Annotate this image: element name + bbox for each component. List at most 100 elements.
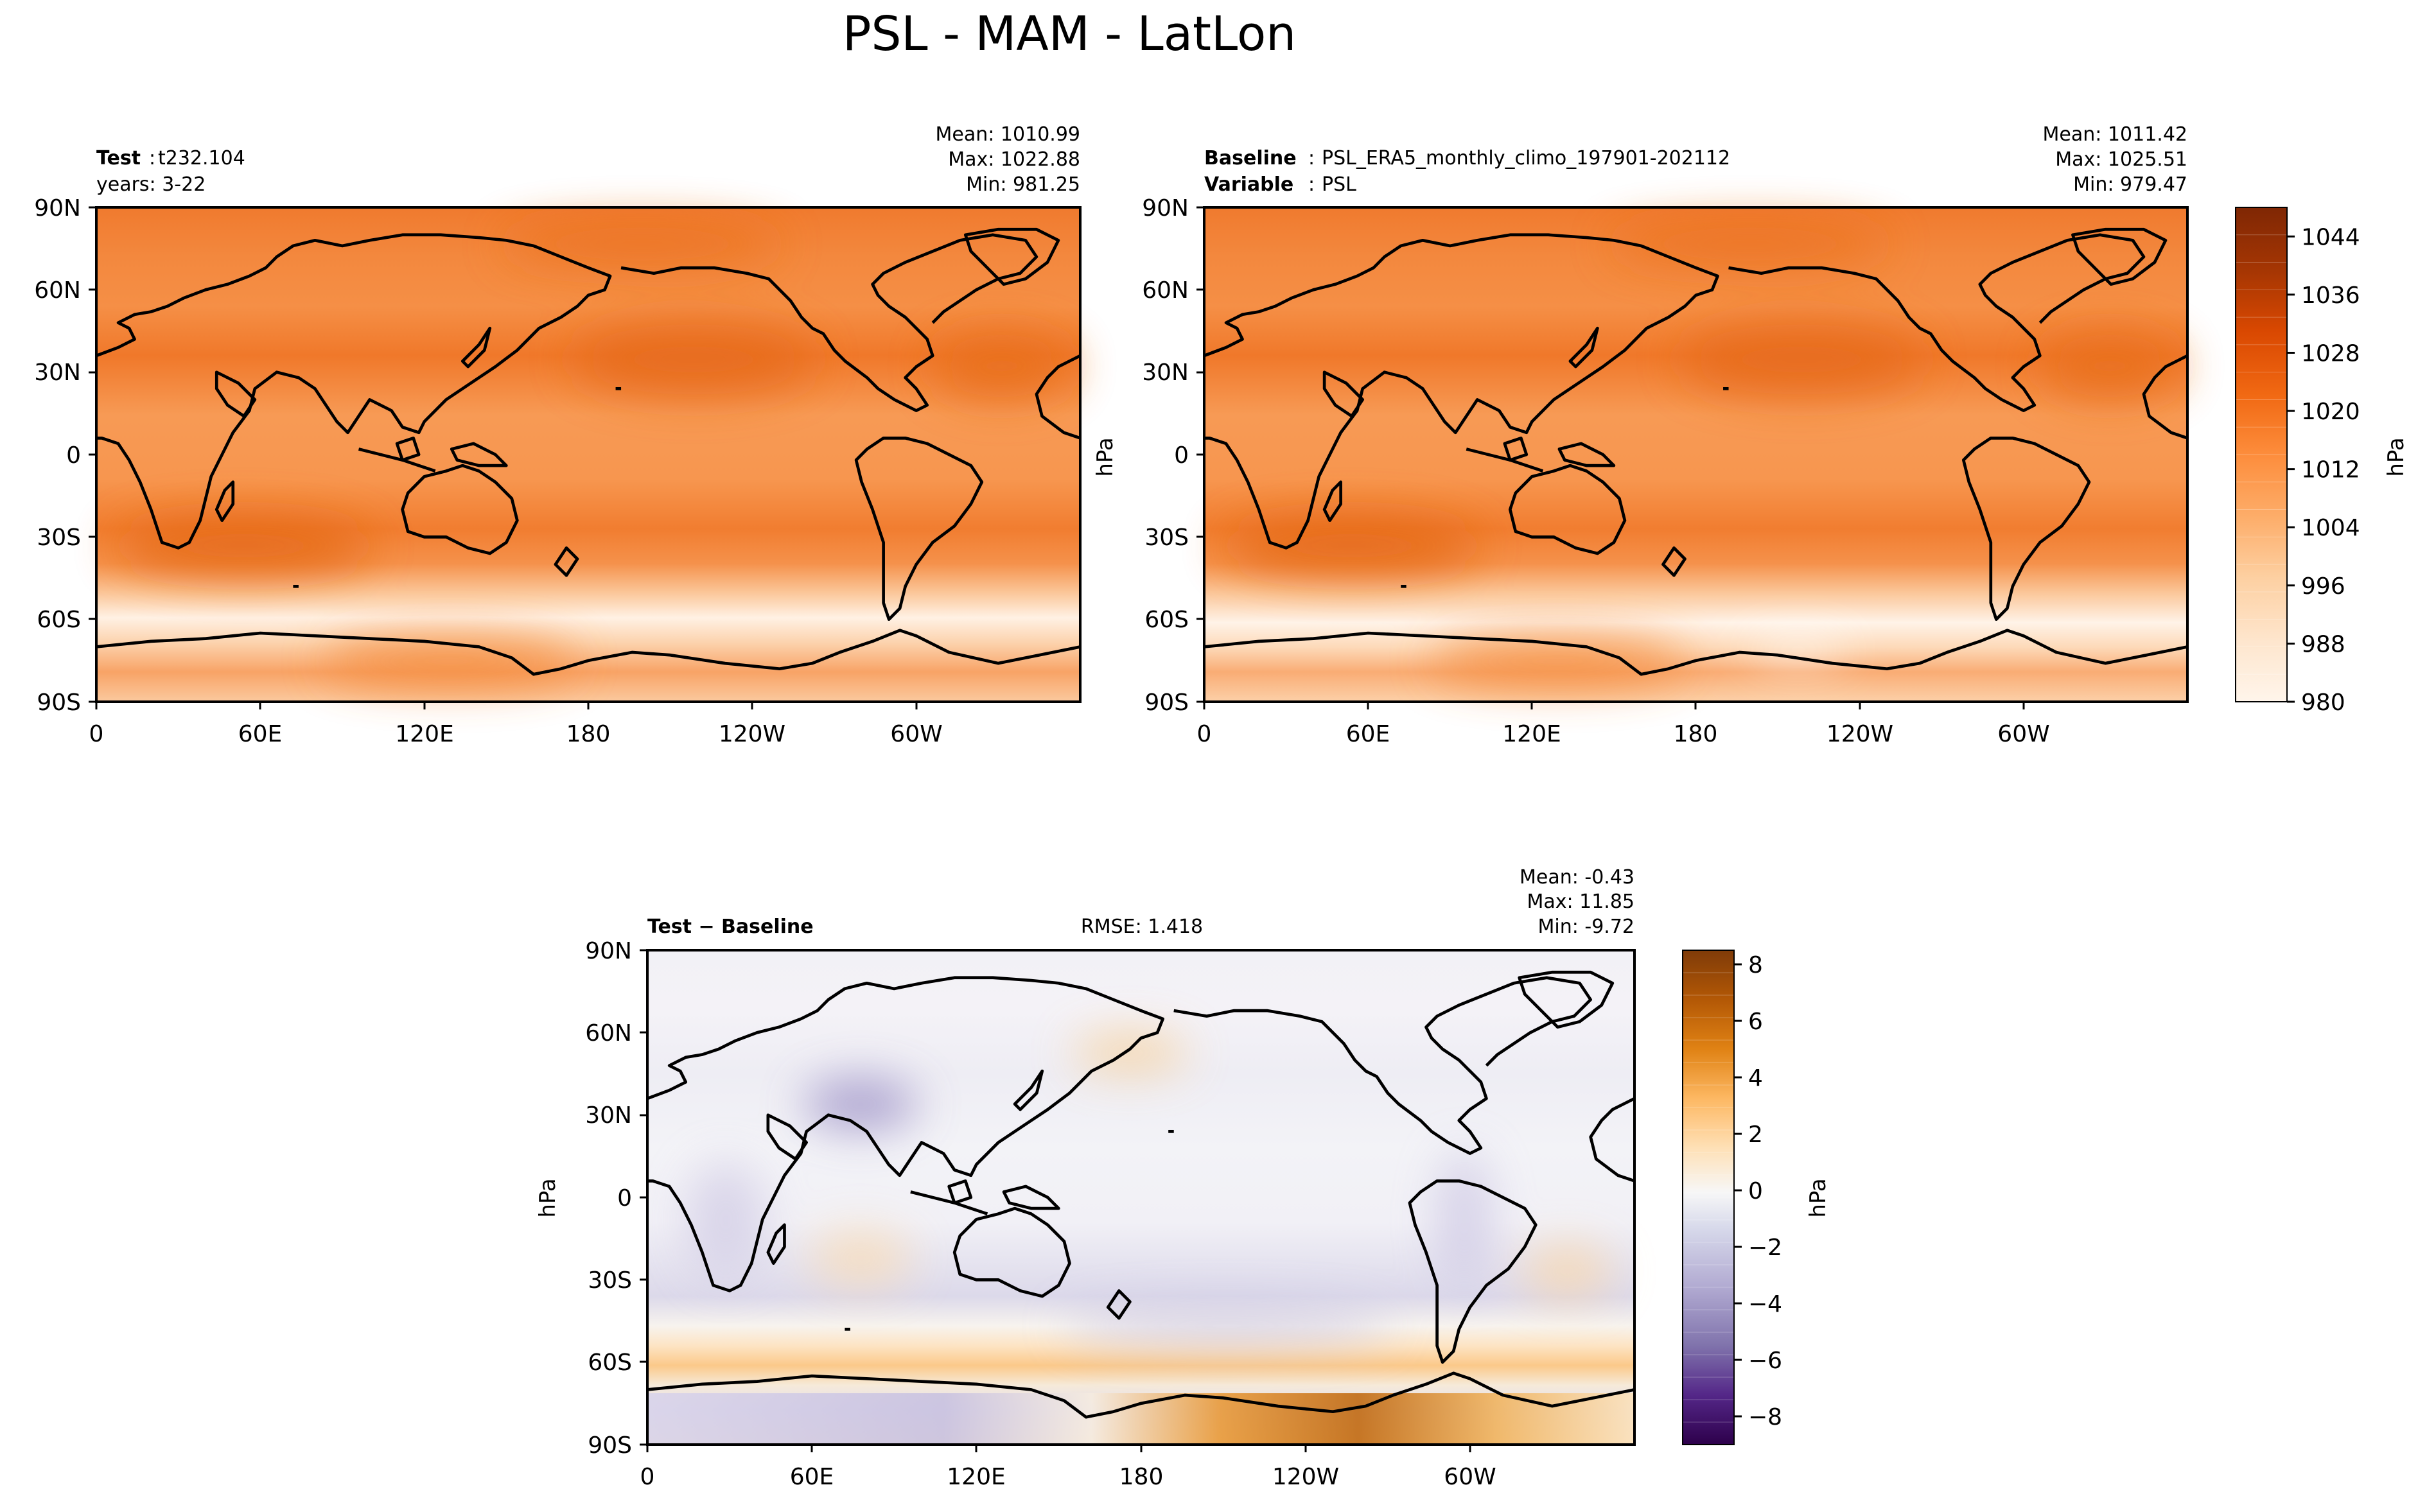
diff-xtick-label: 60W [1444,1464,1496,1490]
colorbar-tick-label: 8 [1748,952,1763,978]
test-ytick-label: 30N [34,360,81,386]
baseline-ytick-label: 90S [1144,690,1189,716]
baseline-ytick-label: 30N [1142,360,1189,386]
diff-ytick-label: 0 [617,1185,632,1212]
diff-xtick-label: 120E [947,1464,1005,1490]
diff-colorbar-frame [1682,950,1735,1445]
diff-xtick-label: 0 [640,1464,655,1490]
test-ylabel: hPa [1092,437,1118,476]
colorbar-tick-label: 996 [2301,573,2345,600]
test-xtick-label: 120E [395,721,453,747]
colorbar-tick-label: 1028 [2301,340,2360,367]
diff-ytick-label: 90N [585,938,632,964]
diff-ytick-marks [640,949,647,1446]
diff-label-bold: Test − Baseline [647,916,814,938]
test-years: years: 3-22 [96,173,206,196]
diff-colorbar-fill [1683,950,1734,1445]
test-field [96,207,1080,702]
test-field-blobs [116,225,1073,684]
baseline-xtick-label: 120W [1827,721,1893,747]
baseline-ytick-label: 30S [1144,525,1189,551]
colorbar-tick-label: 4 [1748,1065,1763,1091]
baseline-x-axis: 0 60E 120E 180 120W 60W [1197,721,2050,747]
colorbar-tick-label: −6 [1748,1348,1782,1374]
diff-ytick-label: 30N [585,1102,632,1129]
test-xtick-marks [95,702,918,709]
main-colorbar-levels [2236,234,2287,675]
colorbar-tick-label: 980 [2301,690,2345,716]
colorbar-tick-label: 1020 [2301,399,2360,425]
diff-colorbar-ticks: 8 6 4 2 0 −2 −4 −6 −8 [1734,952,1782,1430]
main-colorbar: 1044 1036 1028 1020 1012 1004 996 988 980 hPa [2235,207,2409,716]
baseline-y-axis: 90N 60N 30N 0 30S 60S 90S [1142,195,1189,716]
test-label-bold: Test [96,147,141,169]
baseline-xtick-label: 60W [1997,721,2049,747]
baseline-label-colon: : [1308,147,1315,169]
baseline-xtick-label: 120E [1502,721,1561,747]
baseline-ytick-label: 60N [1142,277,1189,304]
baseline-ytick-marks [1196,206,1204,703]
test-case-name: t232.104 [158,147,245,169]
variable-label-bold: Variable [1204,173,1293,196]
test-ytick-marks [89,206,96,703]
panel-baseline: Baseline : PSL_ERA5_monthly_climo_197901… [1142,123,2187,747]
test-xtick-label: 60E [238,721,283,747]
diff-ytick-label: 30S [588,1267,632,1294]
colorbar-tick-label: 1004 [2301,515,2360,541]
diff-field-blobs [687,1034,1612,1344]
test-y-axis: 90N 60N 30N 0 30S 60S 90S [34,195,81,716]
colorbar-tick-label: −2 [1748,1235,1782,1261]
diff-mean: Mean: -0.43 [1520,866,1634,889]
baseline-max: Max: 1025.51 [2055,148,2187,171]
test-ytick-label: 30S [37,525,81,551]
diff-ytick-label: 90S [588,1432,632,1459]
test-xtick-label: 120W [719,721,785,747]
variable-name: PSL [1322,173,1356,196]
baseline-ytick-label: 0 [1174,442,1189,469]
test-mean: Mean: 1010.99 [936,123,1080,146]
colorbar-tick-label: −8 [1748,1404,1782,1430]
baseline-xtick-label: 0 [1197,721,1212,747]
main-colorbar-fill [2236,207,2287,702]
baseline-dataset: PSL_ERA5_monthly_climo_197901-202112 [1322,147,1730,169]
baseline-field-blobs [1223,225,2180,684]
main-colorbar-label: hPa [2383,437,2409,476]
variable-label-colon: : [1308,173,1315,196]
baseline-xtick-label: 180 [1674,721,1718,747]
test-ytick-label: 60S [37,607,81,633]
diff-xtick-label: 180 [1119,1464,1164,1490]
test-ytick-label: 0 [66,442,81,469]
test-xtick-label: 0 [89,721,104,747]
baseline-xtick-label: 60E [1346,721,1390,747]
baseline-map [1204,206,2187,703]
diff-xtick-label: 120W [1272,1464,1339,1490]
colorbar-tick-label: 6 [1748,1009,1763,1035]
diff-x-axis: 0 60E 120E 180 120W 60W [640,1464,1496,1490]
diff-y-axis: 90N 60N 30N 0 30S 60S 90S [585,938,632,1459]
colorbar-tick-label: −4 [1748,1291,1782,1317]
diff-min: Min: -9.72 [1538,916,1635,938]
colorbar-tick-label: 1036 [2301,282,2360,309]
diff-colorbar: 8 6 4 2 0 −2 −4 −6 −8 hPa [1682,950,1831,1445]
test-ytick-label: 60N [34,277,81,304]
main-colorbar-frame [2235,207,2288,702]
diff-xtick-marks [646,1445,1471,1452]
diff-antarctic-field [647,1393,1634,1445]
test-ytick-label: 90N [34,195,81,222]
test-xtick-label: 180 [566,721,611,747]
diff-xtick-label: 60E [790,1464,834,1490]
baseline-field [1204,207,2187,702]
diff-colorbar-label: hPa [1805,1178,1831,1217]
diff-rmse: RMSE: 1.418 [1081,916,1203,938]
test-label-colon: : [149,147,155,169]
baseline-xtick-marks [1203,702,2025,709]
diff-ytick-label: 60S [588,1350,632,1376]
diff-ylabel: hPa [535,1178,561,1217]
test-x-axis: 0 60E 120E 180 120W 60W [89,721,943,747]
colorbar-tick-label: 1044 [2301,224,2360,250]
test-map [96,206,1080,703]
diff-ytick-label: 60N [585,1020,632,1047]
baseline-label-bold: Baseline [1204,147,1297,169]
diff-colorbar-levels [1683,972,1734,1423]
